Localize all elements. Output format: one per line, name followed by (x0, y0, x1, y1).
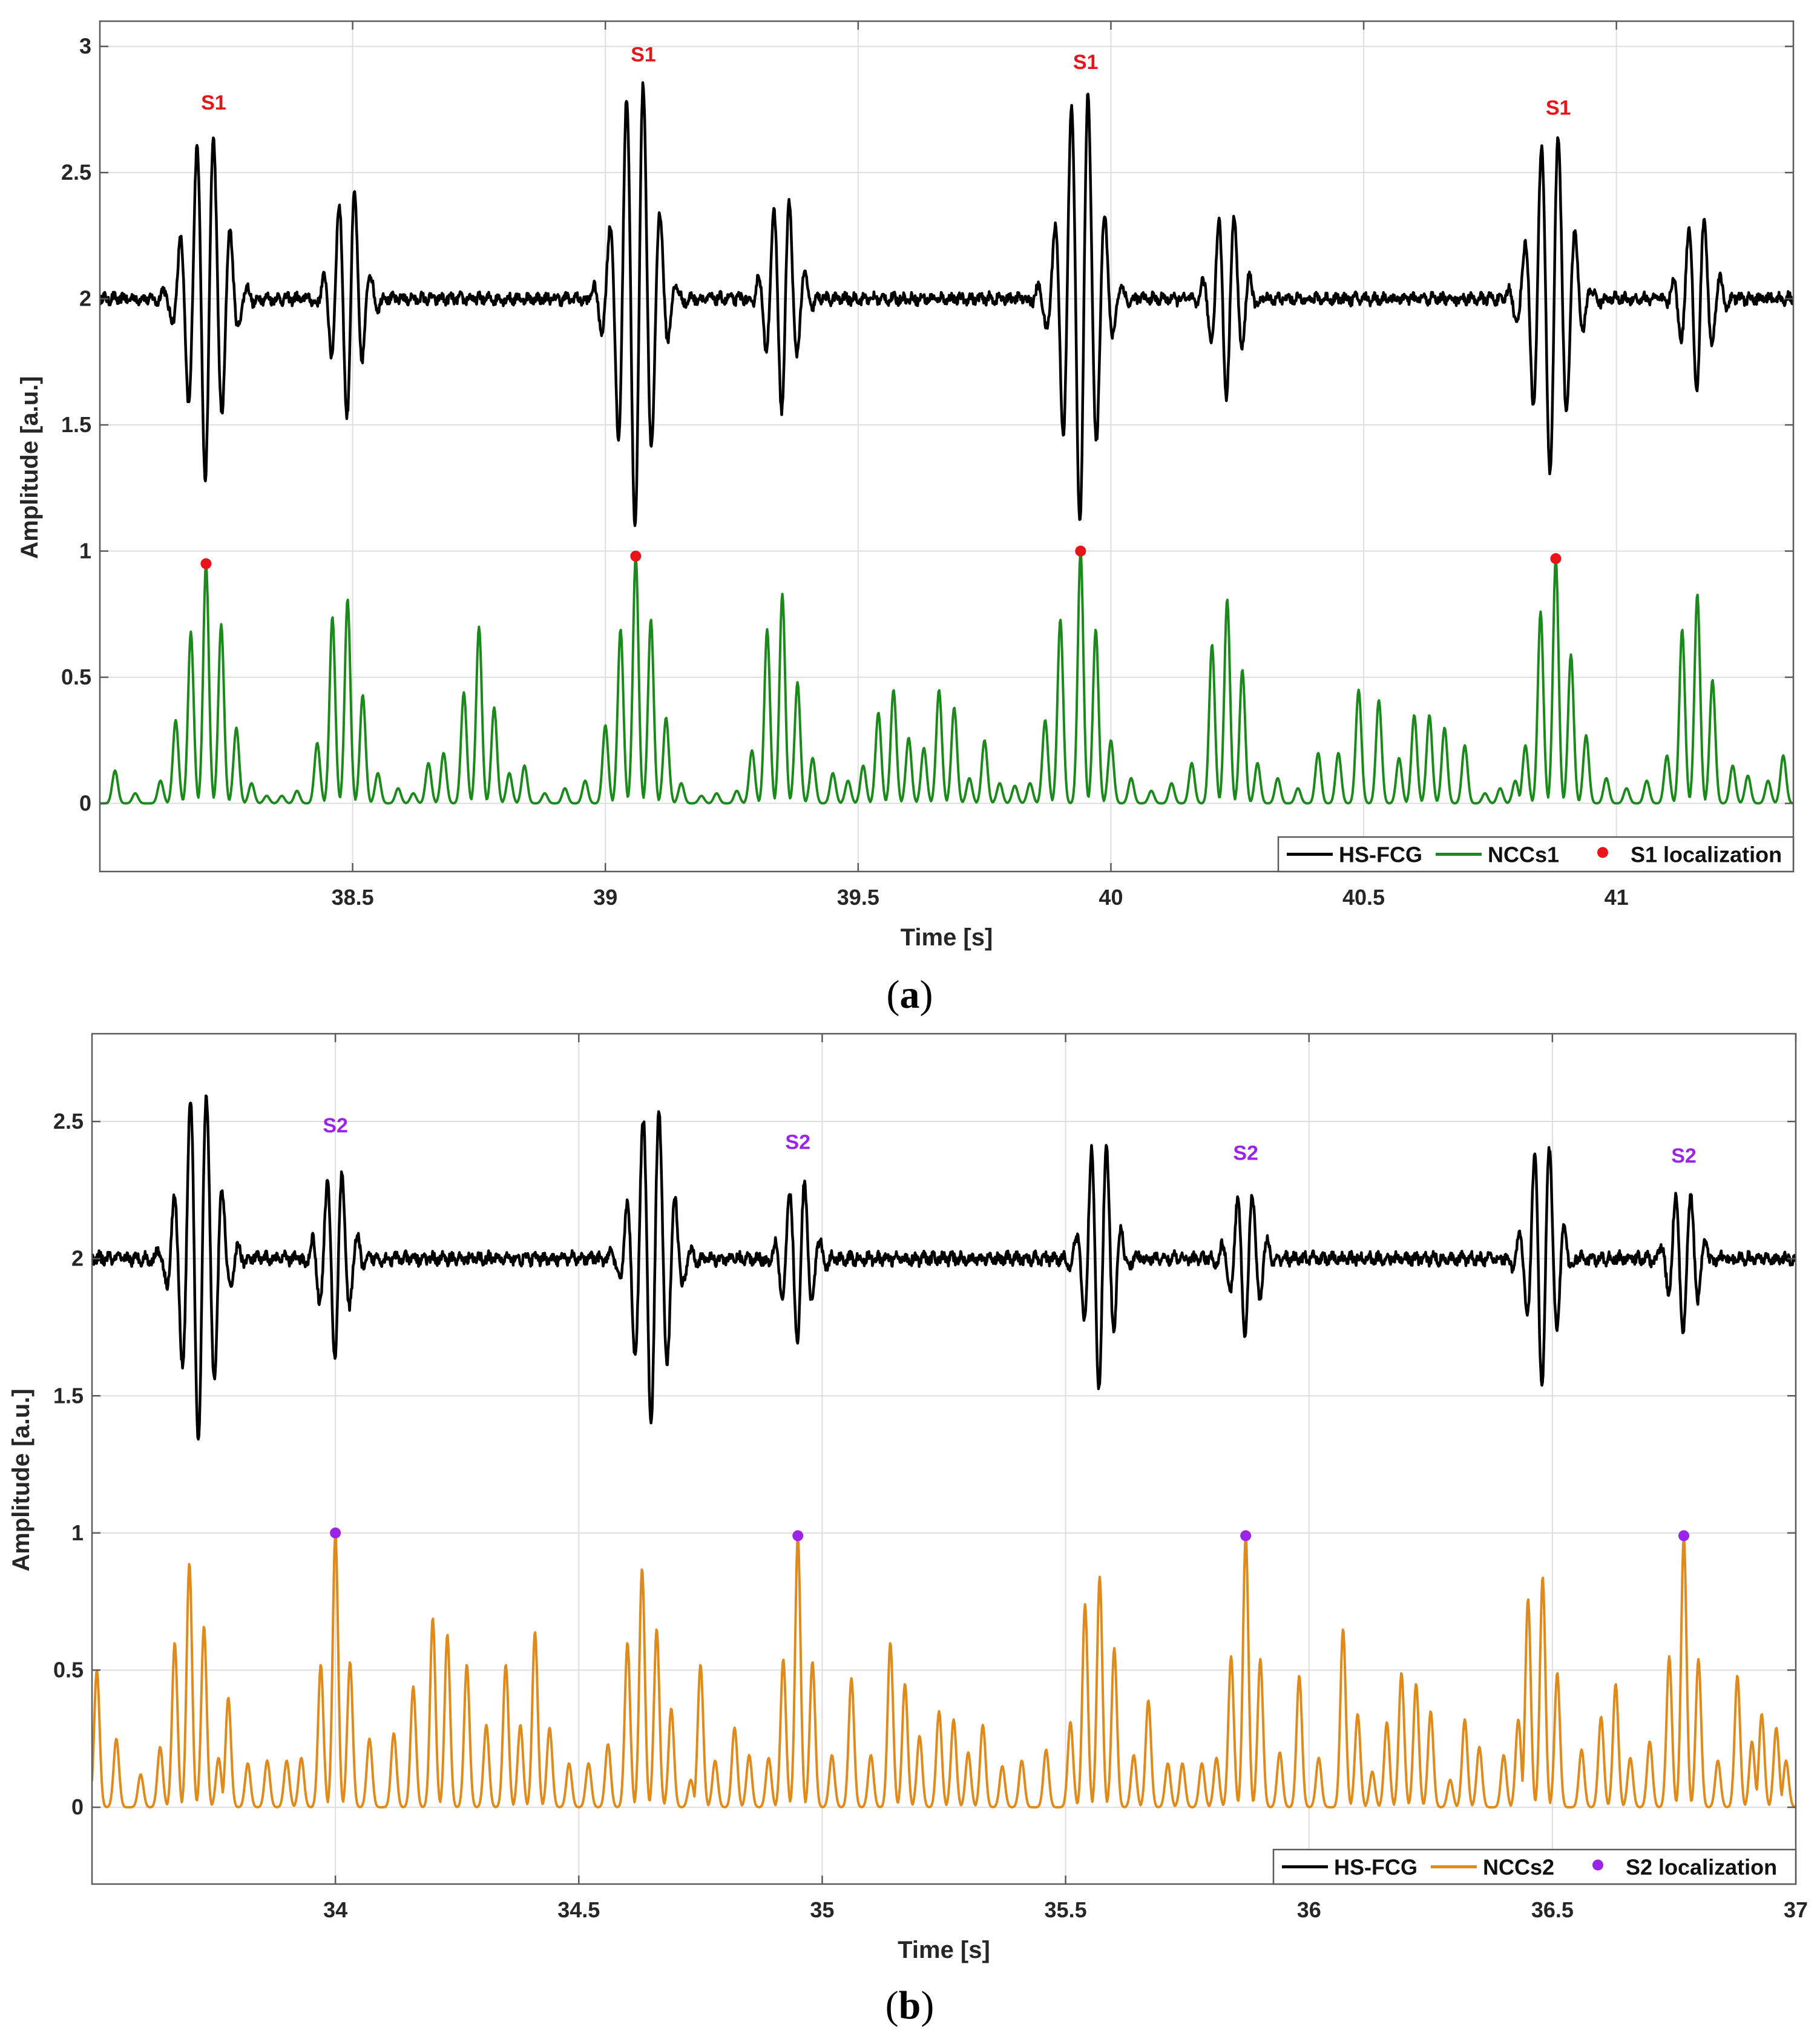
axes-frame (91, 1033, 1797, 1885)
annotation-label: S2 (323, 1114, 348, 1137)
x-tick-label: 37 (1784, 1897, 1808, 1922)
y-tick-label: 1 (79, 539, 91, 563)
legend-label-signal: HS-FCG (1334, 1855, 1418, 1880)
y-axis-label: Amplitude [a.u.] (8, 1388, 34, 1571)
legend: HS-FCG NCCs2 S2 localization (1272, 1848, 1797, 1885)
legend-swatch-marker (1592, 1859, 1603, 1871)
y-tick-label: 3 (79, 34, 91, 59)
x-tick-label: 36 (1297, 1897, 1321, 1922)
x-tick-label: 34.5 (557, 1897, 600, 1922)
legend: HS-FCG NCCs1 S1 localization (1277, 836, 1795, 873)
y-tick-label: 2.5 (53, 1109, 84, 1134)
legend-label-ncc: NCCs2 (1483, 1855, 1554, 1880)
panel-caption: (a) (887, 973, 933, 1017)
series-nccs1 (100, 551, 1793, 805)
legend-label-signal: HS-FCG (1339, 842, 1422, 867)
y-tick-label: 2.5 (61, 160, 91, 185)
legend-label-marker: S1 localization (1631, 842, 1782, 867)
localization-marker (1075, 545, 1086, 557)
x-tick-label: 40.5 (1342, 885, 1385, 910)
localization-marker (1550, 553, 1562, 565)
y-tick-label: 2 (79, 286, 91, 311)
legend-label-marker: S2 localization (1626, 1855, 1777, 1880)
legend-box (1272, 1848, 1797, 1885)
annotation-label: S1 (201, 91, 226, 114)
x-tick-label: 38.5 (332, 885, 374, 910)
annotation-label: S2 (1671, 1144, 1697, 1167)
x-axis-label: Time [s] (898, 1937, 990, 1963)
localization-marker (330, 1527, 341, 1538)
legend-box (1277, 836, 1795, 873)
x-tick-label: 35 (810, 1897, 834, 1922)
y-tick-label: 1.5 (53, 1383, 84, 1408)
legend-swatch-marker (1597, 847, 1608, 858)
annotation-label: S2 (1233, 1141, 1258, 1164)
series-nccs2 (92, 1532, 1796, 1809)
y-tick-label: 2 (71, 1246, 84, 1271)
localization-marker (1678, 1530, 1690, 1542)
annotation-label: S1 (631, 44, 656, 67)
y-tick-label: 0 (79, 790, 91, 815)
panel-caption: (b) (885, 1983, 935, 2028)
y-tick-label: 0.5 (53, 1657, 84, 1682)
y-tick-label: 0.5 (61, 665, 91, 689)
localization-marker (1240, 1530, 1252, 1542)
series-hs-fcg (92, 1094, 1796, 1441)
series-hs-fcg (100, 81, 1793, 527)
legend-label-ncc: NCCs1 (1488, 842, 1559, 867)
panel-a: S1 S1 S1 S1 38.5 39 39.5 40 40.5 41 0 0.5 1 1.5 2 2.5 3 T… (16, 20, 1795, 951)
x-axis-label: Time [s] (901, 924, 993, 951)
x-tick-label: 35.5 (1045, 1897, 1087, 1922)
y-tick-label: 0 (71, 1794, 84, 1819)
x-tick-label: 40 (1099, 885, 1123, 910)
annotation-label: S1 (1073, 51, 1099, 74)
axes-frame (99, 20, 1795, 873)
x-tick-label: 39.5 (837, 885, 879, 910)
x-tick-label: 41 (1605, 885, 1629, 910)
plot-area (92, 1034, 1796, 1884)
x-tick-label: 36.5 (1531, 1897, 1574, 1922)
plot-area (100, 21, 1793, 872)
y-tick-label: 1 (71, 1520, 84, 1545)
localization-marker (200, 558, 212, 570)
localization-marker (630, 550, 642, 562)
x-tick-label: 39 (593, 885, 617, 910)
annotation-label: S1 (1546, 96, 1571, 119)
annotation-label: S2 (785, 1131, 810, 1154)
localization-marker (792, 1530, 804, 1542)
panel-b: S2 S2 S2 S2 34 34.5 35 35.5 36 36.5 37 0 0.5 1 1.5 2 2.5… (8, 1033, 1808, 1963)
x-tick-label: 34 (323, 1897, 347, 1922)
y-tick-label: 1.5 (61, 412, 91, 437)
y-axis-label: Amplitude [a.u.] (16, 376, 43, 559)
